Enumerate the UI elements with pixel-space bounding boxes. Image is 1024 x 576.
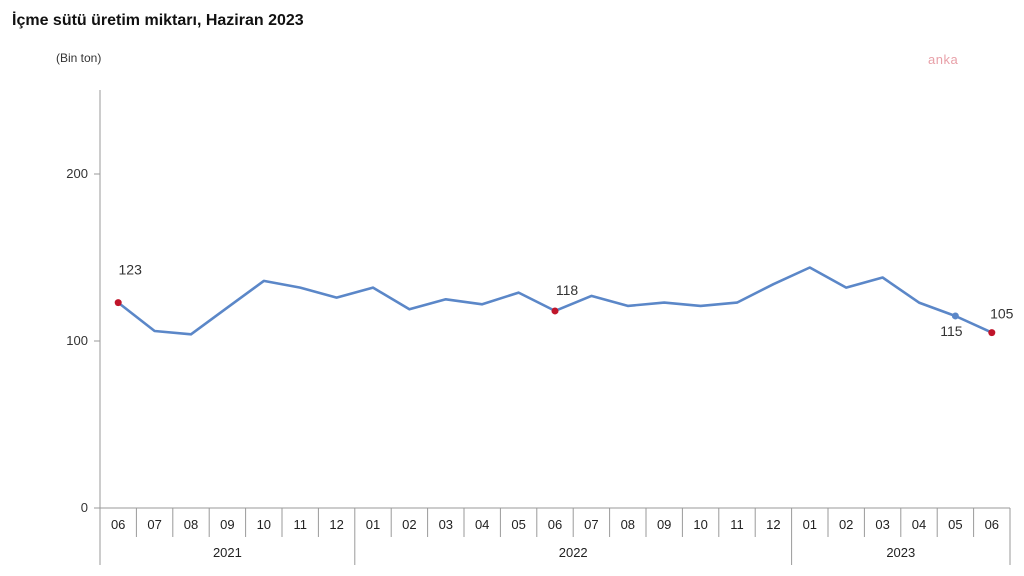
series-line [117,266,993,336]
y-tick-label: 0 [81,500,88,515]
year-label: 2021 [213,545,242,560]
x-tick-label: 03 [875,517,889,532]
data-labels: 123 118 115 105 [114,262,1014,339]
y-axis-ticks: 0 100 200 [66,166,100,515]
x-tick-label: 06 [111,517,125,532]
x-tick-label: 01 [803,517,817,532]
data-point-marker [551,307,559,315]
x-tick-label: 02 [402,517,416,532]
x-tick-label: 12 [329,517,343,532]
x-tick-label: 03 [439,517,453,532]
data-point-marker [114,299,122,307]
x-tick-label: 11 [293,517,307,532]
chart-title: İçme sütü üretim miktarı, Haziran 2023 [12,12,304,29]
x-tick-label: 04 [912,517,926,532]
x-tick-label: 09 [220,517,234,532]
unit-label: (Bin ton) [56,51,101,65]
y-tick-label: 100 [66,333,88,348]
x-tick-label: 05 [948,517,962,532]
data-label: 115 [940,323,963,339]
x-tick-label: 05 [511,517,525,532]
x-tick-label: 08 [621,517,635,532]
x-axis-ticks: 06 07 08 09 10 11 12 01 02 03 04 05 06 07 08 09 10 11 12 01… [99,508,1011,537]
year-labels: 2021 2022 2023 [99,537,1011,565]
x-tick-label: 12 [766,517,780,532]
x-tick-label: 01 [366,517,380,532]
data-label: 123 [119,262,143,278]
x-tick-label: 08 [184,517,198,532]
data-label: 118 [556,282,579,298]
year-label: 2023 [886,545,915,560]
x-tick-label: 10 [257,517,271,532]
data-point-marker [951,312,959,320]
data-label: 105 [990,306,1014,322]
x-tick-label: 06 [985,517,999,532]
x-tick-label: 10 [693,517,707,532]
y-tick-label: 200 [66,166,88,181]
x-tick-label: 07 [584,517,598,532]
x-tick-label: 06 [548,517,562,532]
data-point-marker [988,329,996,337]
x-tick-label: 11 [730,517,744,532]
x-tick-label: 07 [147,517,161,532]
axes [99,90,1010,509]
year-label: 2022 [559,545,588,560]
x-tick-label: 02 [839,517,853,532]
series-group [117,266,993,336]
x-tick-label: 04 [475,517,489,532]
watermark: anka [928,52,959,67]
x-tick-label: 09 [657,517,671,532]
